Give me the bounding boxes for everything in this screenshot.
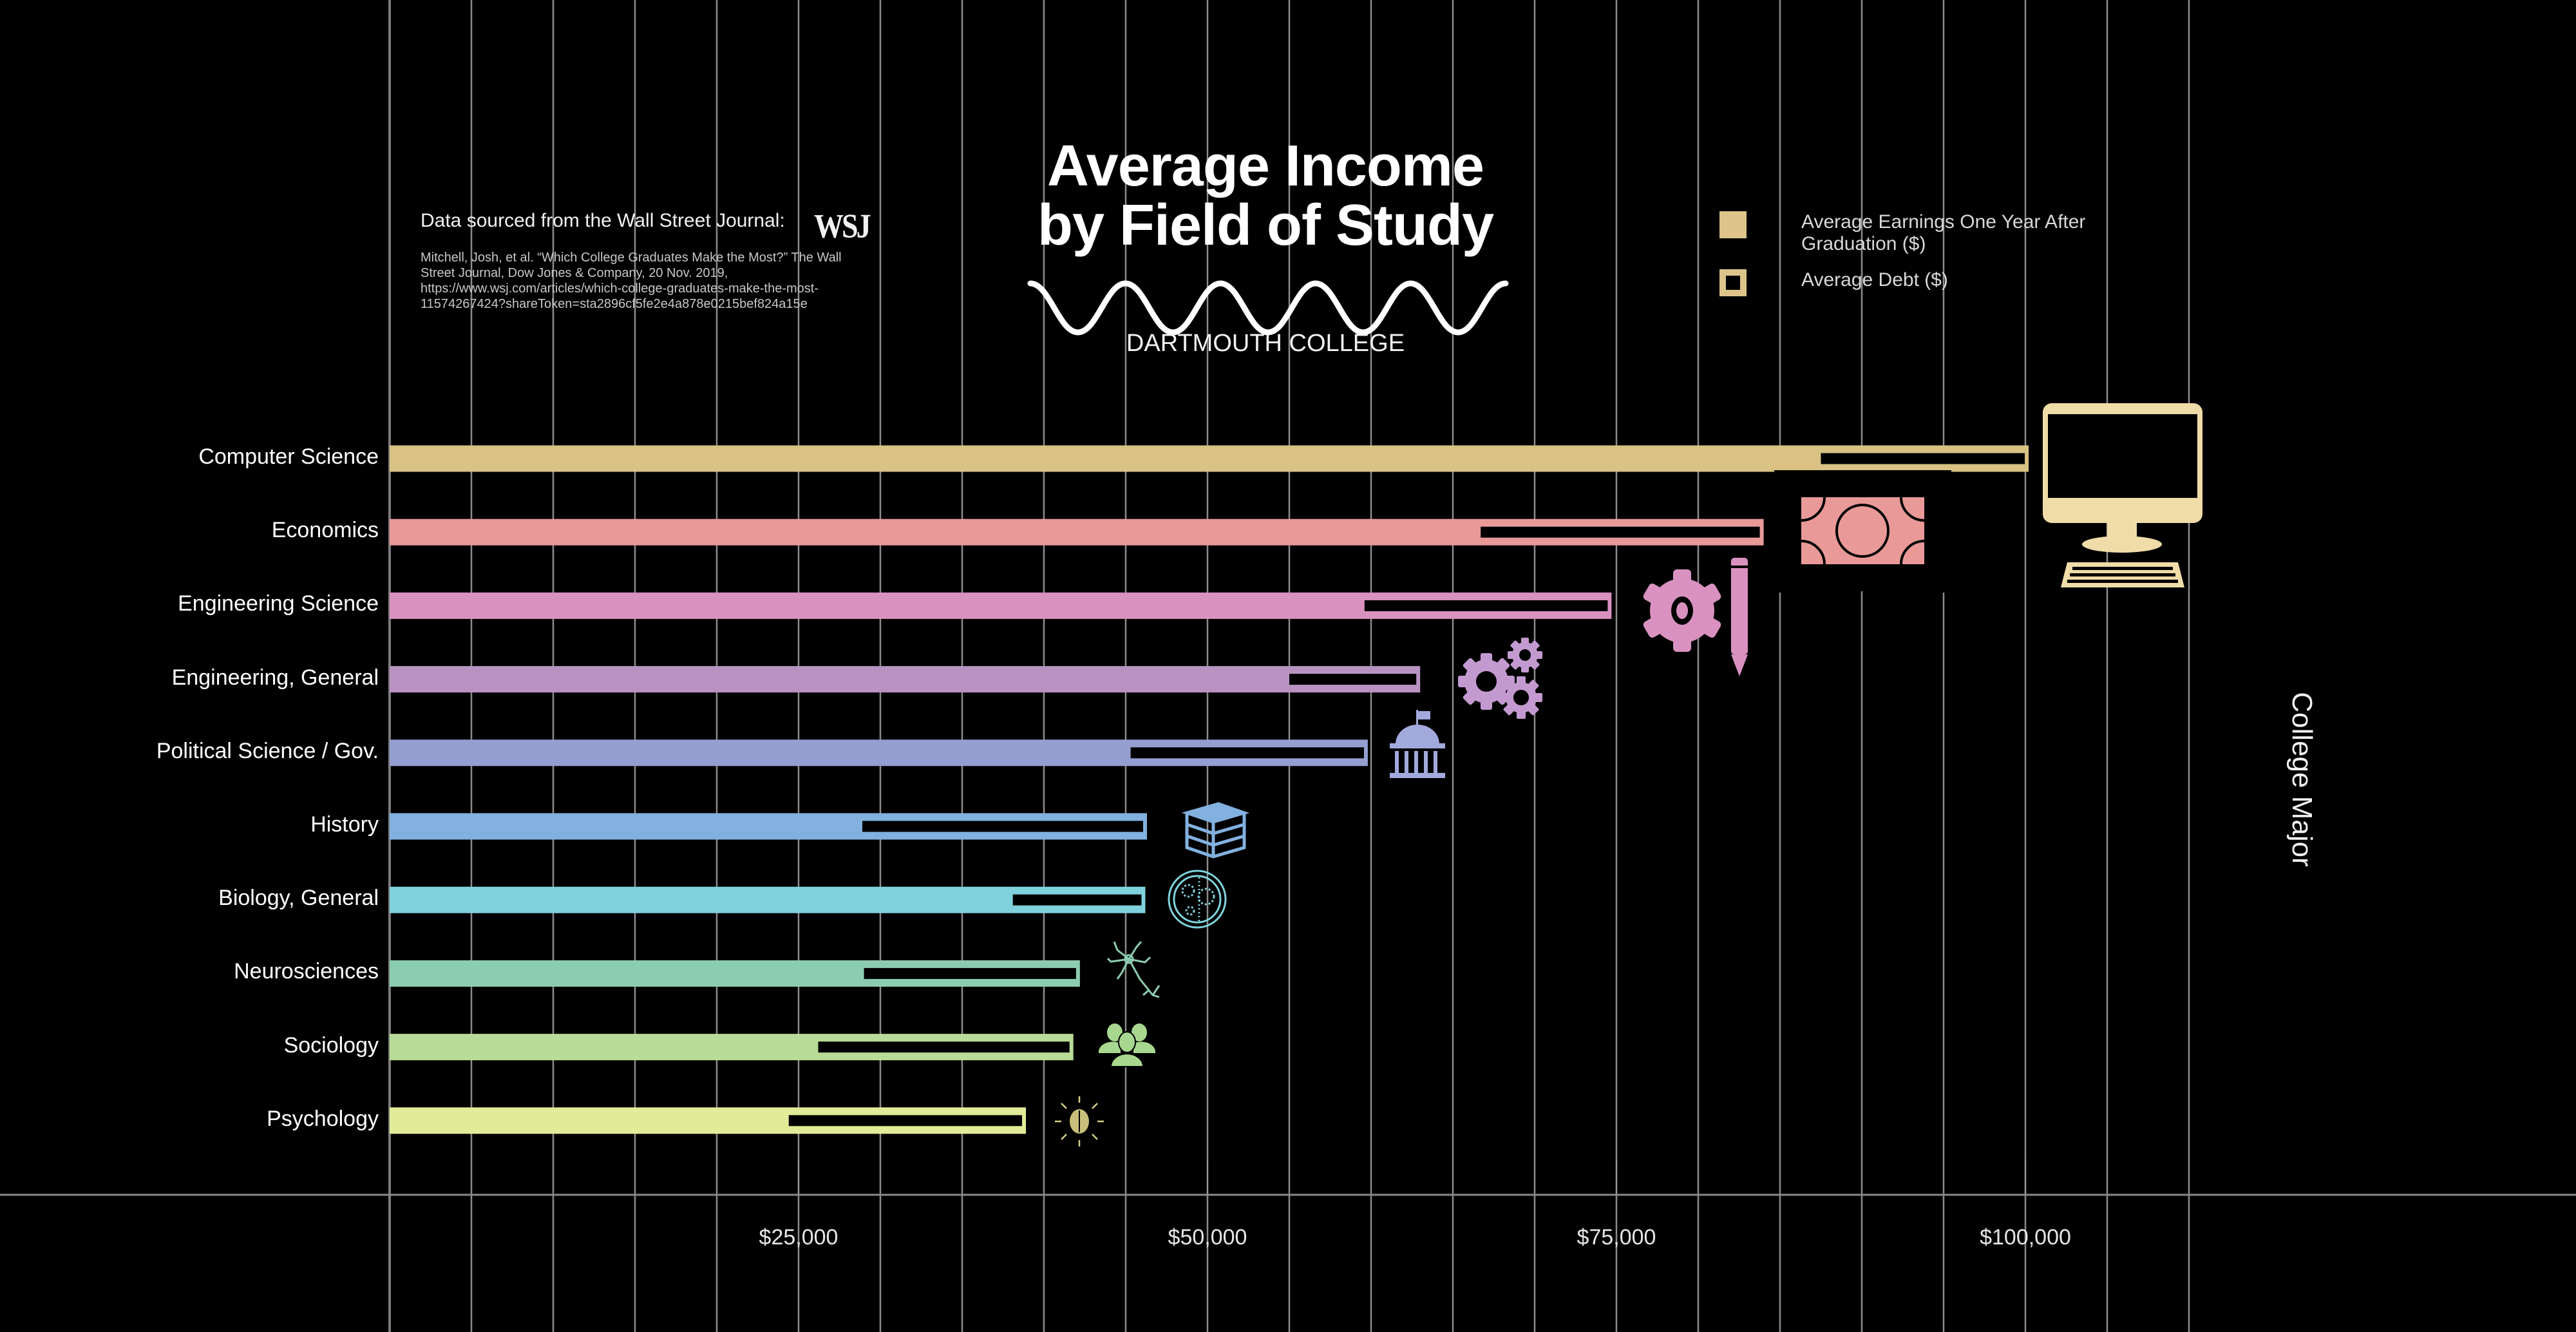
major-label: Sociology [283, 1032, 379, 1058]
title-line-1: Average Income [1047, 134, 1484, 198]
major-label: Psychology [267, 1106, 379, 1131]
gears-icon [1458, 638, 1542, 719]
wave-line [1027, 280, 1509, 336]
x-tick-label: $100,000 [1980, 1225, 2071, 1250]
brain-icon [1055, 1096, 1104, 1146]
title-wave-decoration [1027, 280, 1509, 336]
citation-text: Mitchell, Josh, et al. “Which College Gr… [421, 251, 842, 311]
earnings-bar [390, 445, 2029, 472]
bar-group [390, 445, 2029, 472]
bar-group [390, 960, 1080, 987]
major-label: Neurosciences [234, 959, 379, 984]
chart-subtitle: DARTMOUTH COLLEGE [1126, 330, 1405, 357]
major-icons [1055, 403, 2202, 1146]
bar-group [390, 739, 1368, 766]
legend-item-debt: Average Debt ($) [1719, 269, 1948, 296]
source-heading: Data sourced from the Wall Street Journa… [421, 210, 785, 231]
debt-bar [818, 1042, 1070, 1053]
debt-bar [788, 1115, 1023, 1127]
wsj-logo: WSJ [814, 207, 871, 245]
bar-group [390, 1034, 1074, 1061]
petri-dish-icon [1168, 870, 1227, 929]
major-label: Biology, General [218, 886, 379, 911]
legend-swatch-earnings [1719, 211, 1747, 238]
debt-bar [1012, 894, 1142, 906]
debt-bar [1130, 747, 1364, 759]
x-tick-label: $50,000 [1168, 1225, 1247, 1250]
x-tick-label: $25,000 [759, 1225, 838, 1250]
major-label: Engineering Science [178, 591, 379, 616]
earnings-bar [390, 666, 1421, 693]
gridlines [388, 0, 2190, 1332]
people-group-icon [1098, 1023, 1156, 1067]
gear-and-pencil-icon [1643, 558, 1748, 676]
major-label: Engineering, General [171, 665, 379, 690]
x-tick-label: $75,000 [1577, 1225, 1656, 1250]
neuron-icon [1106, 941, 1160, 998]
bar-group [390, 886, 1146, 913]
major-label: Economics [271, 518, 379, 543]
debt-bar [1821, 453, 2025, 464]
bar-group [390, 813, 1148, 840]
chart-title: Average Income by Field of Study [1005, 137, 1526, 255]
legend-label-debt: Average Debt ($) [1801, 269, 1948, 290]
legend-item-earnings: Average Earnings One Year After Graduati… [1719, 211, 2085, 254]
bar-group [390, 592, 1612, 619]
debt-bar [862, 821, 1144, 832]
title-line-2: by Field of Study [1037, 193, 1494, 258]
capitol-building-icon [1390, 710, 1445, 778]
money-bill-icon [1774, 470, 1951, 593]
legend-label-earnings: Average Earnings One Year After Graduati… [1801, 211, 2086, 254]
bars [390, 445, 2029, 1134]
debt-bar [1364, 600, 1608, 611]
debt-bar [1289, 674, 1417, 685]
major-label: History [310, 812, 379, 837]
major-label: Computer Science [198, 444, 379, 469]
bar-group [390, 1107, 1027, 1134]
major-label: Political Science / Gov. [156, 738, 379, 763]
debt-bar [864, 967, 1076, 979]
books-icon [1181, 802, 1250, 859]
bar-group [390, 666, 1421, 693]
bar-group [390, 519, 1764, 546]
desktop-computer-icon [2043, 403, 2202, 587]
x-axis-ticks [798, 1159, 2026, 1195]
debt-bar [1481, 526, 1760, 538]
legend-swatch-debt [1719, 269, 1747, 296]
y-axis-title: College Major [2286, 692, 2318, 867]
